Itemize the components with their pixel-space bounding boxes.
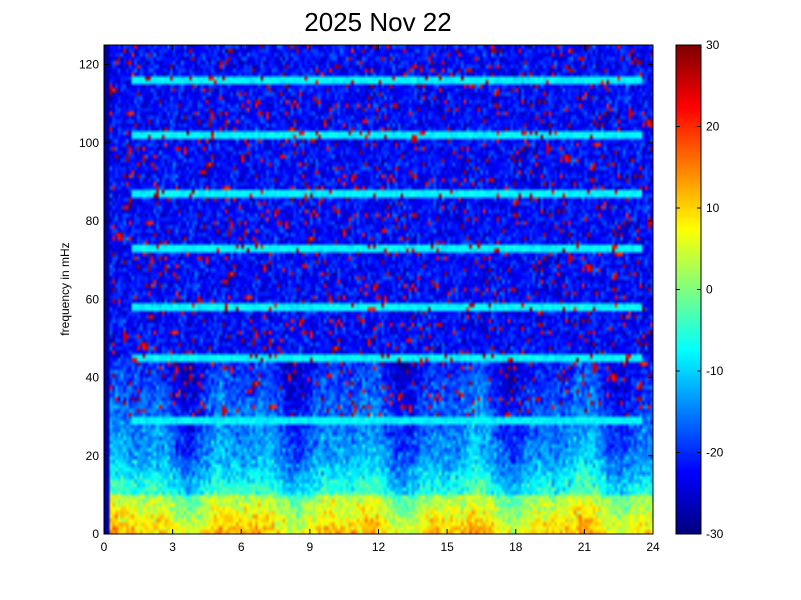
x-tick-label: 3 <box>169 540 176 554</box>
x-tick-label: 12 <box>372 540 386 554</box>
colorbar-tick-label: 20 <box>706 120 720 134</box>
x-tick-label: 9 <box>307 540 314 554</box>
y-tick-label: 120 <box>79 58 99 72</box>
colorbar-ticks: -30 -20 -10 0 10 20 30 <box>676 38 724 541</box>
y-tick-label: 20 <box>86 449 100 463</box>
x-tick-label: 6 <box>238 540 245 554</box>
x-tick-label: 21 <box>578 540 592 554</box>
colorbar-gradient <box>676 45 701 534</box>
colorbar-tick-label: -20 <box>706 446 724 460</box>
y-tick-label: 100 <box>79 136 99 150</box>
colorbar-tick-label: 10 <box>706 201 720 215</box>
x-tick-label: 0 <box>101 540 108 554</box>
x-tick-label: 15 <box>440 540 454 554</box>
colorbar-tick-label: -10 <box>706 364 724 378</box>
x-tick-label: 24 <box>646 540 660 554</box>
x-axis-ticks: 0 3 6 9 12 15 18 21 24 <box>101 45 660 554</box>
y-tick-label: 0 <box>92 527 99 541</box>
spectrogram-plot-area: 0 3 6 9 12 15 18 21 24 0 20 40 60 80 100 120 <box>79 44 660 554</box>
colorbar-tick-label: 0 <box>706 283 713 297</box>
y-tick-label: 80 <box>86 214 100 228</box>
y-tick-label: 40 <box>86 371 100 385</box>
y-tick-label: 60 <box>86 292 100 306</box>
spectrogram-heatmap <box>104 45 653 534</box>
y-axis-label: frequency in mHz <box>58 242 72 335</box>
chart-title: 2025 Nov 22 <box>304 7 451 37</box>
y-axis-ticks: 0 20 40 60 80 100 120 <box>79 58 653 541</box>
colorbar: -30 -20 -10 0 10 20 30 <box>675 38 724 541</box>
colorbar-tick-label: 30 <box>706 38 720 52</box>
x-tick-label: 18 <box>509 540 523 554</box>
colorbar-tick-label: -30 <box>706 527 724 541</box>
